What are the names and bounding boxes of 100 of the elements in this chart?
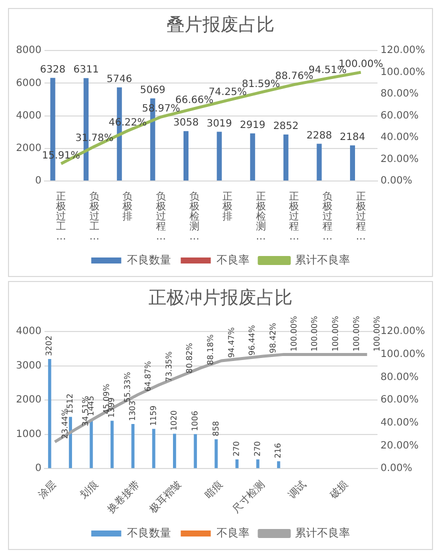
x-tick-label: 划痕 [78, 478, 100, 502]
x-tick-label: 正极检测… [254, 192, 266, 243]
data-label: 98.42% [268, 322, 278, 354]
data-label: 100.00% [372, 315, 382, 352]
y2-tick-label: 100.00% [380, 349, 426, 360]
bar [184, 131, 188, 180]
data-label: 858 [211, 420, 220, 436]
x-tick-label: 正极过程… [354, 192, 366, 243]
x-tick-label: 负极检测… [188, 190, 200, 243]
data-label: 2288 [306, 130, 332, 142]
y2-tick-label: 40.00% [380, 418, 419, 429]
data-label: 3019 [206, 118, 232, 130]
y2-tick-label: 20.00% [380, 440, 419, 452]
legend-label: 不良数量 [126, 526, 171, 540]
y2-tick-label: 80.00% [380, 372, 419, 383]
data-label: 1020 [170, 410, 179, 431]
bar [350, 145, 356, 180]
bar [250, 133, 256, 180]
data-label: 100.00% [352, 315, 361, 352]
x-tick-label: 尺寸检测 [230, 478, 267, 516]
data-label: 1303 [128, 400, 137, 421]
x-tick-label: 正极排 [222, 192, 233, 223]
chart-title: 叠片报废占比 [166, 14, 274, 36]
y-tick-label: 4000 [16, 110, 42, 122]
y2-tick-label: 60.00% [380, 110, 419, 122]
x-tick-label: 正极过程… [288, 192, 300, 243]
y2-tick-label: 120.00% [380, 326, 426, 338]
data-label: 66.66% [175, 95, 214, 106]
bar [131, 424, 134, 468]
y2-tick-label: 20.00% [380, 154, 419, 165]
y2-tick-label: 100.00% [380, 66, 426, 78]
bar [48, 358, 52, 468]
data-label: 1445 [86, 396, 96, 416]
x-tick-label: 暗痕 [202, 478, 226, 502]
data-label: 96.44% [248, 324, 257, 356]
x-tick-label: 正极过工… [55, 192, 66, 243]
data-label: 3058 [173, 118, 199, 129]
bar [256, 459, 260, 468]
data-label: 1006 [190, 410, 200, 432]
chart-title: 正极冲片报废占比 [148, 287, 292, 308]
y2-tick-label: 0.00% [380, 176, 412, 187]
bar [194, 434, 197, 468]
bar [216, 132, 222, 180]
y2-tick-label: 120.00% [380, 45, 426, 56]
bar [277, 461, 280, 468]
y-tick-label: 3000 [16, 360, 42, 372]
bar [316, 144, 322, 180]
data-label: 2852 [273, 121, 299, 132]
data-label: 64.87% [144, 360, 153, 392]
y2-tick-label: 60.00% [380, 394, 419, 406]
legend-label: 累计不良率 [294, 526, 350, 540]
data-label: 270 [252, 441, 262, 456]
data-label: 216 [274, 442, 283, 458]
bar [172, 434, 176, 468]
data-label: 73.35% [164, 350, 174, 382]
bar [152, 428, 156, 468]
bar [214, 439, 218, 468]
data-label: 6328 [40, 64, 66, 76]
y2-tick-label: 40.00% [380, 132, 419, 144]
bar [235, 459, 239, 468]
y-tick-label: 8000 [16, 45, 42, 56]
bar [110, 420, 114, 468]
x-tick-label: 破损 [326, 478, 350, 502]
y-tick-label: 1000 [16, 428, 42, 440]
y-tick-label: 6000 [16, 78, 42, 89]
legend-label: 不良率 [216, 526, 250, 540]
y-tick-label: 4000 [16, 326, 42, 338]
x-tick-label: 负极过工… [88, 190, 100, 243]
data-label: 80.82% [185, 342, 194, 374]
data-label: 3202 [44, 336, 54, 356]
x-tick-label: 调试 [286, 478, 309, 502]
y2-tick-label: 0.00% [380, 463, 412, 474]
data-label: 55.33% [122, 372, 132, 402]
legend-label: 累计不良率 [294, 253, 350, 266]
bar [283, 134, 288, 180]
data-label: 2919 [240, 120, 266, 132]
data-label: 94.47% [226, 326, 236, 358]
data-label: 88.18% [206, 334, 216, 365]
x-tick-label: 负极排 [122, 190, 133, 223]
data-label: 45.09% [102, 383, 111, 414]
x-tick-label: 极耳褶皱 [146, 478, 184, 516]
legend-label: 不良率 [216, 253, 250, 266]
data-label: 5746 [106, 74, 132, 85]
x-tick-label: 负极过程… [322, 190, 333, 243]
x-tick-label: 负极过程… [155, 190, 166, 243]
data-label: 5069 [140, 84, 166, 96]
y-tick-label: 0 [35, 463, 42, 474]
data-label: 100.00% [310, 315, 320, 352]
y-tick-label: 2000 [16, 394, 42, 406]
data-label: 100.00% [330, 315, 340, 352]
data-label: 2184 [340, 132, 366, 143]
legend-label: 不良数量 [126, 253, 171, 266]
y-tick-label: 2000 [16, 142, 42, 154]
x-tick-label: 换卷接带 [105, 478, 142, 516]
x-tick-label: 涂层 [36, 478, 59, 502]
data-label: 270 [232, 441, 242, 456]
y-tick-label: 0 [35, 176, 42, 187]
bar [90, 419, 93, 468]
y2-tick-label: 80.00% [380, 88, 419, 100]
data-label: 1159 [148, 406, 158, 426]
